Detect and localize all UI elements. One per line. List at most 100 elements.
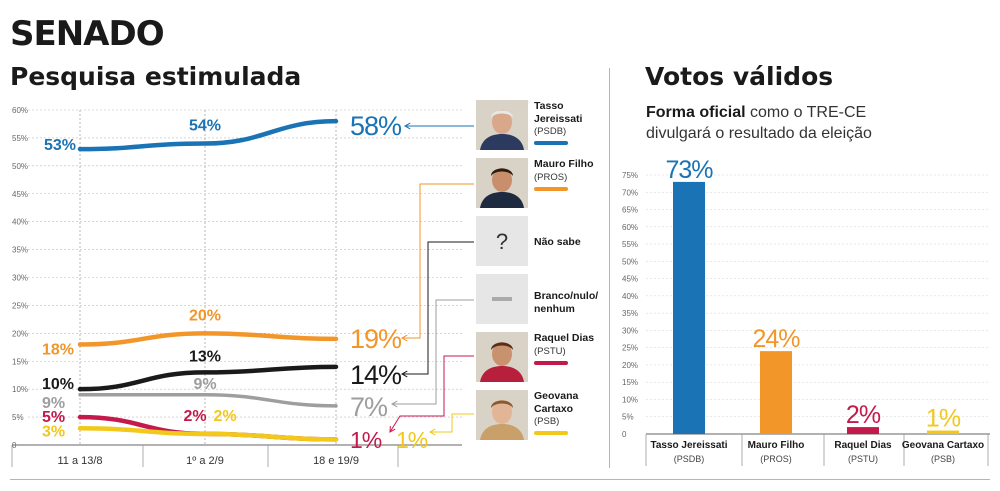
x-tick-party: (PSDB) (674, 454, 705, 464)
y-tick-label: 55% (12, 134, 28, 143)
section-divider (609, 68, 610, 468)
legend-swatch (534, 186, 568, 191)
y-tick-label: 30% (12, 274, 28, 283)
legend-party: (PSTU) (534, 345, 566, 357)
legend-item: Geovana Cartaxo (PSB) (476, 390, 596, 442)
data-point (78, 387, 82, 391)
leader-line (430, 413, 474, 433)
data-point (334, 437, 338, 441)
legend-party: (PSB) (534, 416, 560, 427)
data-point (78, 415, 82, 419)
x-tick-label: Raquel Dias (834, 440, 892, 451)
subtitle-bold: Forma oficial (646, 104, 746, 121)
x-tick-party: (PSB) (931, 454, 955, 464)
leader-arrow (390, 400, 398, 408)
y-tick-label: 30% (622, 326, 638, 335)
data-point (78, 393, 82, 397)
leader-line (392, 299, 474, 405)
data-label: 19% (350, 324, 402, 354)
y-tick-label: 15% (12, 357, 28, 366)
bar (847, 427, 879, 434)
legend-item: ? Não sabe (476, 216, 596, 268)
bar-chart-title: Votos válidos (645, 62, 834, 91)
series-line (78, 392, 338, 408)
data-label: 58% (350, 111, 402, 141)
y-tick-label: 60% (622, 223, 638, 232)
y-tick-label: 20% (622, 361, 638, 370)
bar (673, 181, 705, 434)
legend-swatch (534, 431, 568, 435)
legend-swatch (534, 141, 568, 145)
data-label: 3% (42, 423, 65, 440)
leader-line (389, 355, 474, 433)
legend-item: Branco/nulo/ nenhum (476, 274, 598, 326)
x-tick-label: Mauro Filho (748, 440, 805, 451)
data-point (334, 404, 338, 408)
y-tick-label: 5% (12, 413, 24, 422)
legend-name: Tasso Jereissati (534, 100, 583, 125)
legend-name: Branco/nulo/ nenhum (534, 290, 599, 315)
y-tick-label: 0 (622, 430, 627, 439)
data-point (203, 370, 207, 374)
data-label: 10% (42, 376, 74, 393)
y-tick-label: 35% (12, 246, 28, 255)
x-tick-label: Geovana Cartaxo (902, 440, 984, 451)
data-label: 2% (183, 408, 206, 425)
data-label: 13% (189, 348, 221, 365)
portrait-raquel-photo (476, 332, 528, 382)
line-chart: 05%10%15%20%25%30%35%40%45%50%55%60%11 a… (11, 106, 474, 467)
y-tick-label: 45% (622, 275, 638, 284)
x-tick-party: (PROS) (760, 454, 792, 464)
data-point (203, 331, 207, 335)
y-tick-label: 50% (12, 162, 28, 171)
x-tick-party: (PSTU) (848, 454, 878, 464)
leader-arrow (389, 425, 396, 433)
series-line (77, 331, 339, 347)
data-point (334, 119, 338, 123)
question-mark-icon: ? (476, 216, 528, 266)
x-tick-label: 11 a 13/8 (57, 455, 102, 467)
data-point (78, 343, 82, 346)
line-chart-title: Pesquisa estimulada (10, 62, 302, 91)
data-label: 1% (350, 427, 382, 453)
series-line (77, 426, 339, 442)
y-tick-label: 60% (12, 106, 28, 115)
bar (927, 430, 959, 434)
legend-swatch (534, 360, 568, 365)
data-point (334, 337, 338, 341)
y-tick-label: 25% (622, 344, 638, 353)
bottom-rule (10, 479, 990, 480)
leader-arrow (428, 428, 436, 436)
legend-name: Geovana Cartaxo (534, 390, 579, 415)
portrait-tasso-photo (476, 100, 528, 150)
leader-line (402, 183, 474, 339)
leader-arrow (400, 334, 408, 342)
bar-value-label: 1% (926, 405, 961, 433)
legend-item: Tasso Jereissati (PSDB) (476, 100, 596, 152)
data-label: 2% (213, 408, 236, 425)
bar-value-label: 2% (846, 401, 881, 429)
bar-value-label: 73% (665, 156, 713, 184)
bar-chart: 0 5% 10% 15% 20% 25% 30% 35% 40% 45% 50% 55% 60% 65% 7… (622, 156, 990, 466)
main-title: SENADO (10, 14, 165, 54)
x-tick-label: Tasso Jereissati (650, 440, 727, 451)
y-tick-label: 70% (622, 188, 638, 197)
data-label: 14% (350, 360, 402, 390)
y-tick-label: 45% (12, 190, 28, 199)
y-tick-label: 10% (12, 385, 28, 394)
leader-line (402, 241, 474, 375)
y-tick-label: 75% (622, 171, 638, 180)
dash-icon (476, 274, 528, 324)
data-point (203, 142, 207, 145)
subtitle-text: como o TRE-CE divulgará o resultado da e… (646, 104, 872, 142)
legend-name: Raquel Dias (534, 332, 595, 344)
bar-value-label: 24% (752, 325, 800, 353)
y-tick-label: 15% (622, 378, 638, 387)
data-point (203, 432, 207, 436)
data-label: 54% (189, 118, 221, 135)
legend-name: Mauro Filho (534, 158, 594, 170)
y-tick-label: 5% (622, 413, 634, 422)
legend-party: (PROS) (534, 171, 568, 183)
data-label: 5% (42, 409, 65, 426)
data-label: 18% (42, 342, 74, 359)
